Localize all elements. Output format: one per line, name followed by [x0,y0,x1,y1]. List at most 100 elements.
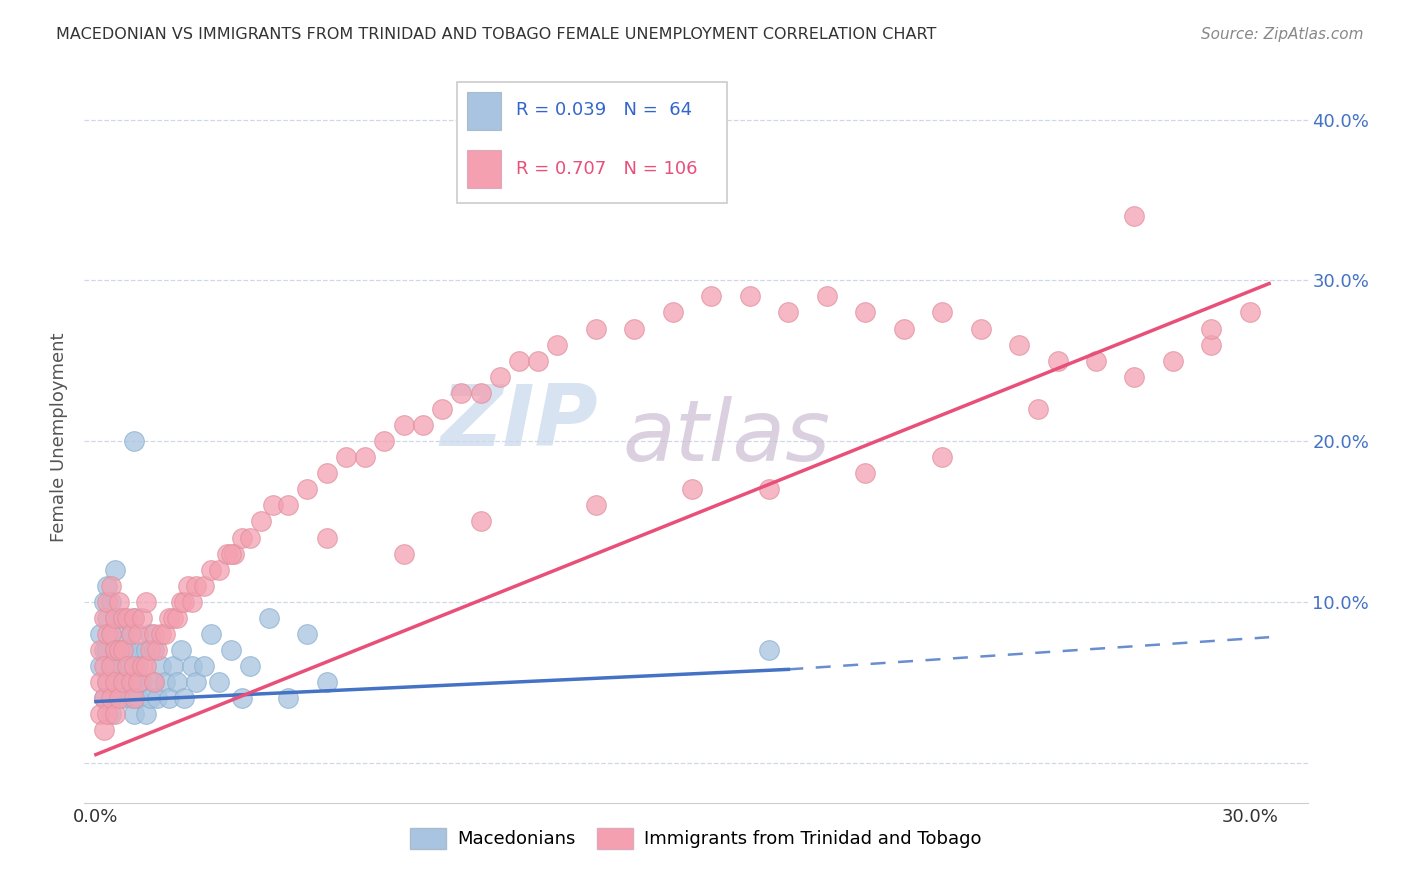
Point [96,643,118,657]
Point [120,675,142,690]
Point [153,627,176,641]
Point [1161,353,1184,368]
Point [585,321,607,335]
Point [111,611,134,625]
Point [100,627,122,641]
Point [124,691,146,706]
Point [157,611,180,625]
Point [662,305,685,319]
Point [131,675,153,690]
Point [93,723,115,738]
Point [108,595,131,609]
Point [315,467,337,481]
Point [89,643,111,657]
Point [162,611,184,625]
Point [108,643,131,657]
Point [853,467,876,481]
Point [96,675,118,690]
Point [412,417,434,432]
Point [108,691,131,706]
Point [124,434,146,449]
Point [142,627,165,641]
FancyBboxPatch shape [467,92,502,130]
Point [623,321,645,335]
Point [120,691,142,706]
Point [184,675,207,690]
Point [166,611,188,625]
Point [96,595,118,609]
Point [931,450,953,465]
Text: ZIP: ZIP [440,381,598,464]
Point [277,499,299,513]
Point [354,450,377,465]
Text: atlas: atlas [623,395,831,479]
Point [219,547,242,561]
Point [262,499,284,513]
Point [104,611,127,625]
Point [142,675,165,690]
Point [224,547,246,561]
Point [111,643,134,657]
FancyBboxPatch shape [467,151,502,188]
Point [250,515,273,529]
Point [115,643,138,657]
Point [104,643,127,657]
Point [135,659,157,673]
Point [111,691,134,706]
Point [738,289,761,303]
Point [127,659,149,673]
Point [392,417,415,432]
Point [219,643,242,657]
Point [108,611,131,625]
Point [104,691,127,706]
Point [215,547,238,561]
Point [173,691,195,706]
Point [177,579,200,593]
Point [488,369,510,384]
Point [146,691,169,706]
Point [93,643,115,657]
Point [139,691,162,706]
Point [815,289,838,303]
Point [193,659,215,673]
Point [239,531,262,545]
Point [96,627,118,641]
Point [135,595,157,609]
Point [1201,337,1223,351]
Point [893,321,915,335]
Point [778,305,800,319]
Point [181,659,204,673]
Point [139,643,162,657]
Point [758,483,780,497]
Point [184,579,207,593]
Point [1046,353,1069,368]
Point [96,707,118,722]
Point [169,643,191,657]
Point [547,337,569,351]
Point [100,707,122,722]
Point [508,353,530,368]
Point [96,675,118,690]
Point [277,691,299,706]
Point [89,659,111,673]
Point [100,659,122,673]
Point [111,675,134,690]
Point [124,611,146,625]
Point [104,707,127,722]
Point [430,401,453,416]
Point [208,563,231,577]
Legend: Macedonians, Immigrants from Trinidad and Tobago: Macedonians, Immigrants from Trinidad an… [404,821,988,856]
Point [127,691,149,706]
Point [104,659,127,673]
Point [700,289,723,303]
Point [100,691,122,706]
Point [93,595,115,609]
Point [527,353,550,368]
Point [127,627,149,641]
Point [853,305,876,319]
Point [200,627,222,641]
Point [1201,321,1223,335]
Point [115,675,138,690]
Point [200,563,222,577]
Point [93,691,115,706]
